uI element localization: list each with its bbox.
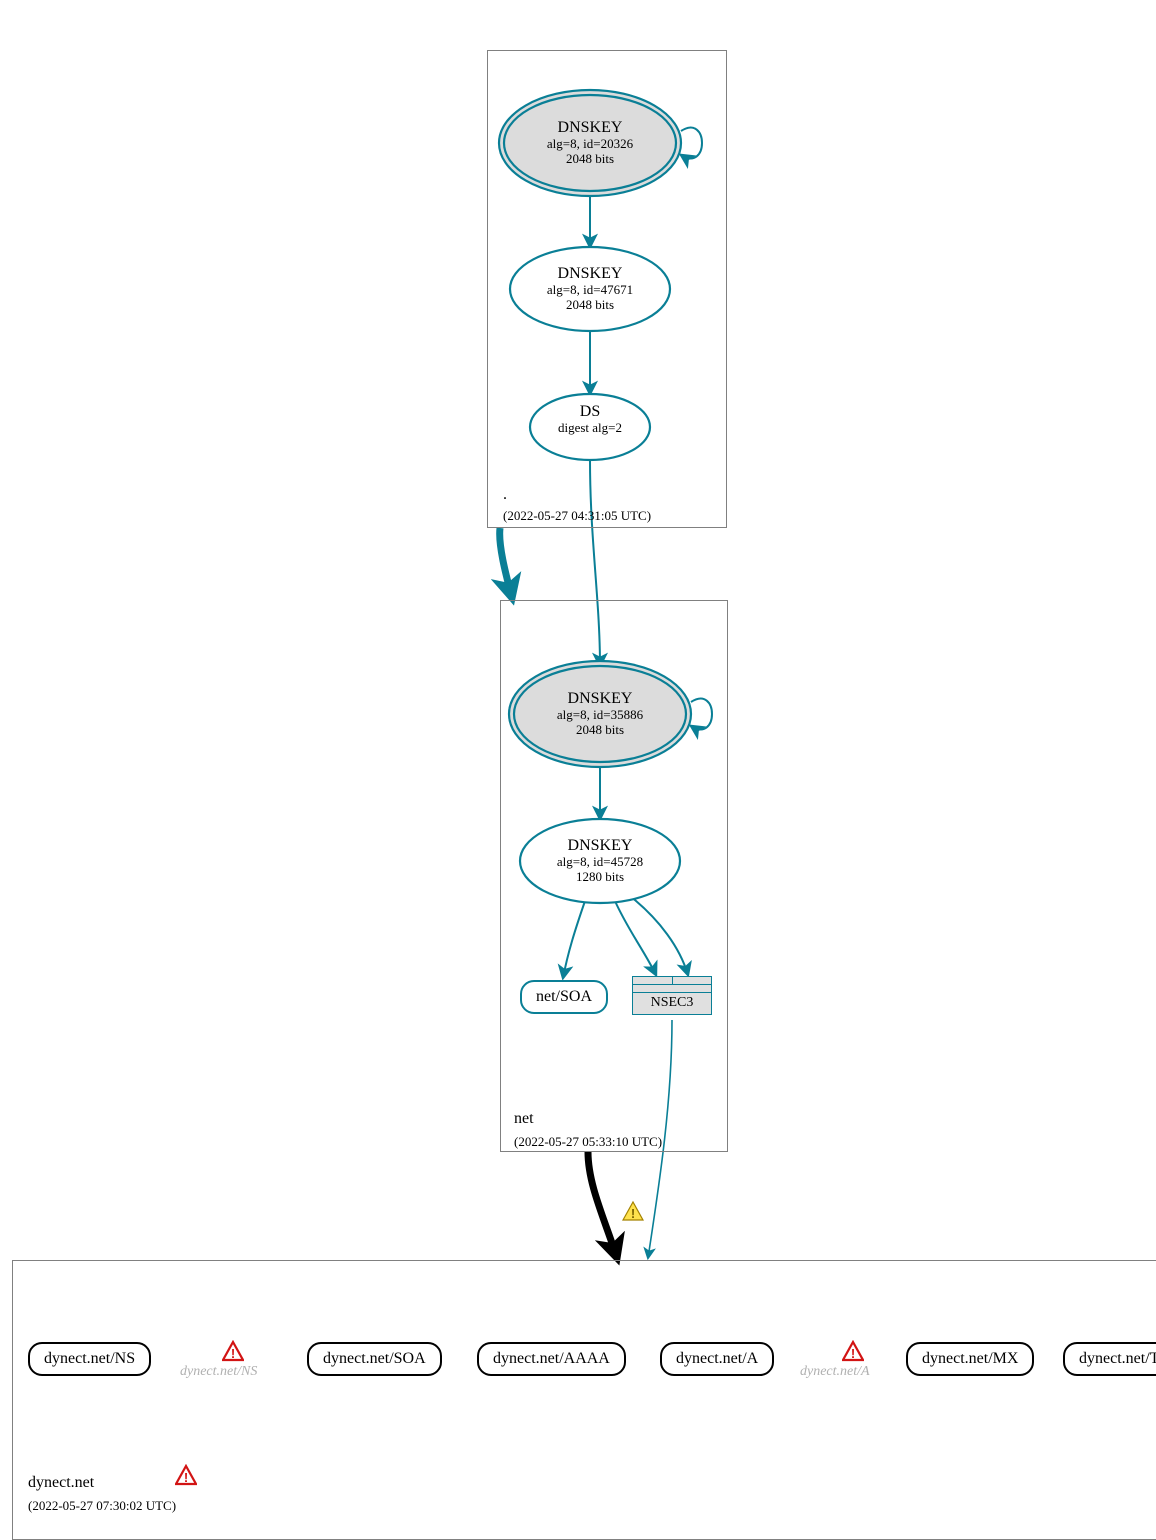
zone-label-net: net xyxy=(514,1110,534,1128)
nsec3-row xyxy=(633,977,711,985)
svg-text:!: ! xyxy=(631,1206,635,1221)
rr-box-d-mx: dynect.net/MX xyxy=(906,1342,1034,1376)
nsec3-label: NSEC3 xyxy=(633,993,711,1014)
rr-box-d-soa: dynect.net/SOA xyxy=(307,1342,442,1376)
zone-timestamp-net: (2022-05-27 05:33:10 UTC) xyxy=(514,1134,662,1150)
zone-timestamp-root: (2022-05-27 04:31:05 UTC) xyxy=(503,508,651,524)
zone-timestamp-dynect: (2022-05-27 07:30:02 UTC) xyxy=(28,1498,176,1514)
svg-text:!: ! xyxy=(184,1470,188,1485)
rr-box-net-soa: net/SOA xyxy=(520,980,608,1014)
svg-text:!: ! xyxy=(231,1346,235,1361)
error-icon-zone-warn-dynect: ! xyxy=(175,1464,197,1486)
rr-box-d-aaaa: dynect.net/AAAA xyxy=(477,1342,626,1376)
zone-box-root xyxy=(487,50,727,528)
zone-box-net xyxy=(500,600,728,1152)
rr-box-d-a: dynect.net/A xyxy=(660,1342,774,1376)
zone-label-root: . xyxy=(503,486,507,504)
edge-net-box-dynect-box xyxy=(588,1152,617,1258)
error-icon-rr-warn-d-a-g: ! xyxy=(842,1340,864,1362)
zone-box-dynect xyxy=(12,1260,1156,1540)
rr-ghost-d-a-g: dynect.net/A xyxy=(800,1364,870,1380)
rr-ghost-d-ns-g: dynect.net/NS xyxy=(180,1364,257,1380)
svg-text:!: ! xyxy=(851,1346,855,1361)
nsec3-box: NSEC3 xyxy=(632,976,712,1015)
warning-icon-edge-warn-8: ! xyxy=(622,1200,644,1222)
rr-box-d-ns: dynect.net/NS xyxy=(28,1342,151,1376)
error-icon-rr-warn-d-ns-g: ! xyxy=(222,1340,244,1362)
nsec3-row xyxy=(633,985,711,993)
rr-box-d-txt: dynect.net/TXT xyxy=(1063,1342,1156,1376)
edge-root-box-net-box xyxy=(500,528,512,598)
